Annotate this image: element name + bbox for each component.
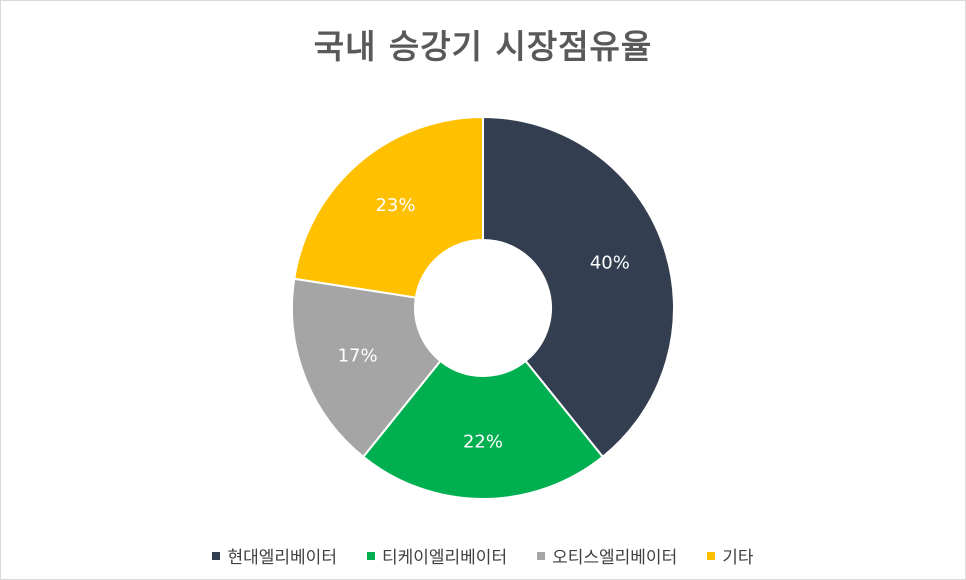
legend-swatch-otis [537,551,546,560]
legend-label-hyundai: 현대엘리베이터 [227,548,337,568]
legend-swatch-tk [366,551,375,560]
legend-item-other: 기타 [707,543,754,568]
legend-item-hyundai: 현대엘리베이터 [212,543,337,568]
legend-item-tk: 티케이엘리베이터 [366,543,508,568]
data-label-other: 23% [375,195,415,216]
data-label-otis: 17% [338,346,378,367]
data-label-tk: 22% [463,432,503,453]
legend-label-otis: 오티스엘리베이터 [552,548,678,568]
slice-other [293,115,484,299]
legend-item-otis: 오티스엘리베이터 [537,543,677,568]
legend-label-tk: 티케이엘리베이터 [381,548,508,568]
data-label-hyundai: 40% [590,252,630,273]
legend: 현대엘리베이터 티케이엘리베이터 오티스엘리베이터 기타 [0,543,966,568]
slice-hyundai [482,115,675,459]
slice-otis [291,277,442,459]
slice-tk [361,359,605,500]
chart-title: 국내 승강기 시장점유율 [313,27,653,66]
legend-label-other: 기타 [722,548,754,568]
legend-swatch-other [707,551,716,560]
legend-swatch-hyundai [212,551,221,560]
